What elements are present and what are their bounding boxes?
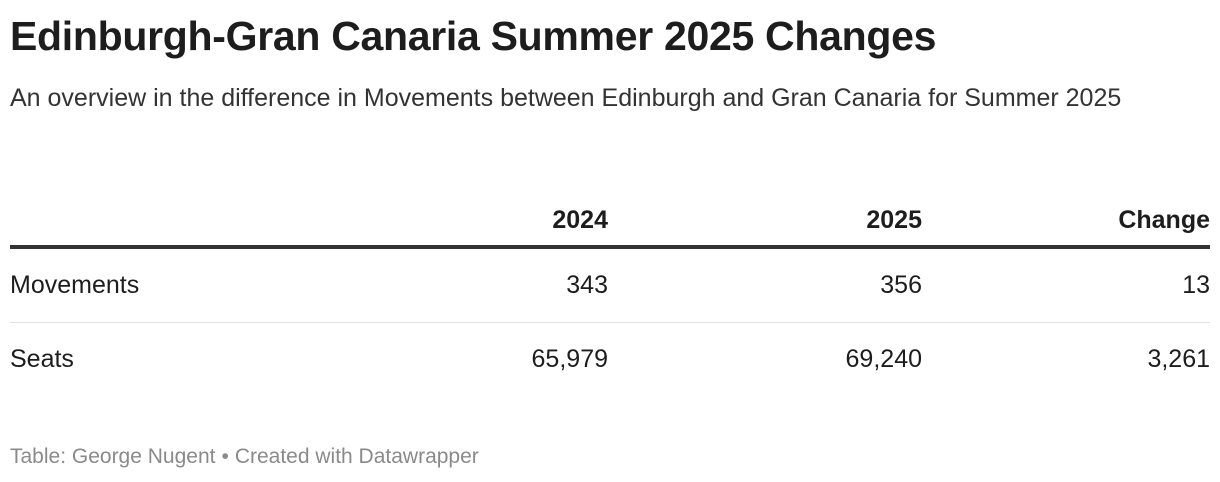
data-table: 2024 2025 Change Movements 343 356 13 Se… — [10, 195, 1210, 396]
table-header-row: 2024 2025 Change — [10, 195, 1210, 249]
cell-2024: 65,979 — [531, 345, 608, 373]
chart-subtitle: An overview in the difference in Movemen… — [10, 84, 1122, 112]
cell-2024: 343 — [310, 247, 608, 323]
table-row-movements: Movements 343 356 13 — [10, 247, 1210, 323]
cell-change: 3,261 — [1147, 345, 1210, 373]
column-header-2024: 2024 — [310, 195, 608, 249]
chart-container: Edinburgh-Gran Canaria Summer 2025 Chang… — [10, 0, 1210, 468]
row-label: Seats — [10, 345, 74, 373]
row-label: Movements — [10, 247, 310, 323]
chart-title: Edinburgh-Gran Canaria Summer 2025 Chang… — [10, 13, 937, 59]
cell-change: 13 — [922, 247, 1210, 323]
table-row-seats: Seats 65,979 69,240 3,261 — [10, 323, 1210, 397]
column-header-label — [10, 195, 310, 249]
chart-footer: Table: George Nugent • Created with Datawr… — [10, 445, 479, 469]
cell-2025: 69,240 — [845, 345, 922, 373]
footer-separator: • — [221, 445, 229, 468]
cell-2025: 356 — [608, 247, 922, 323]
footer-source: Table: George Nugent — [10, 445, 216, 468]
column-header-2025: 2025 — [608, 195, 922, 249]
footer-credit[interactable]: Created with Datawrapper — [234, 445, 479, 468]
column-header-change: Change — [922, 195, 1210, 249]
